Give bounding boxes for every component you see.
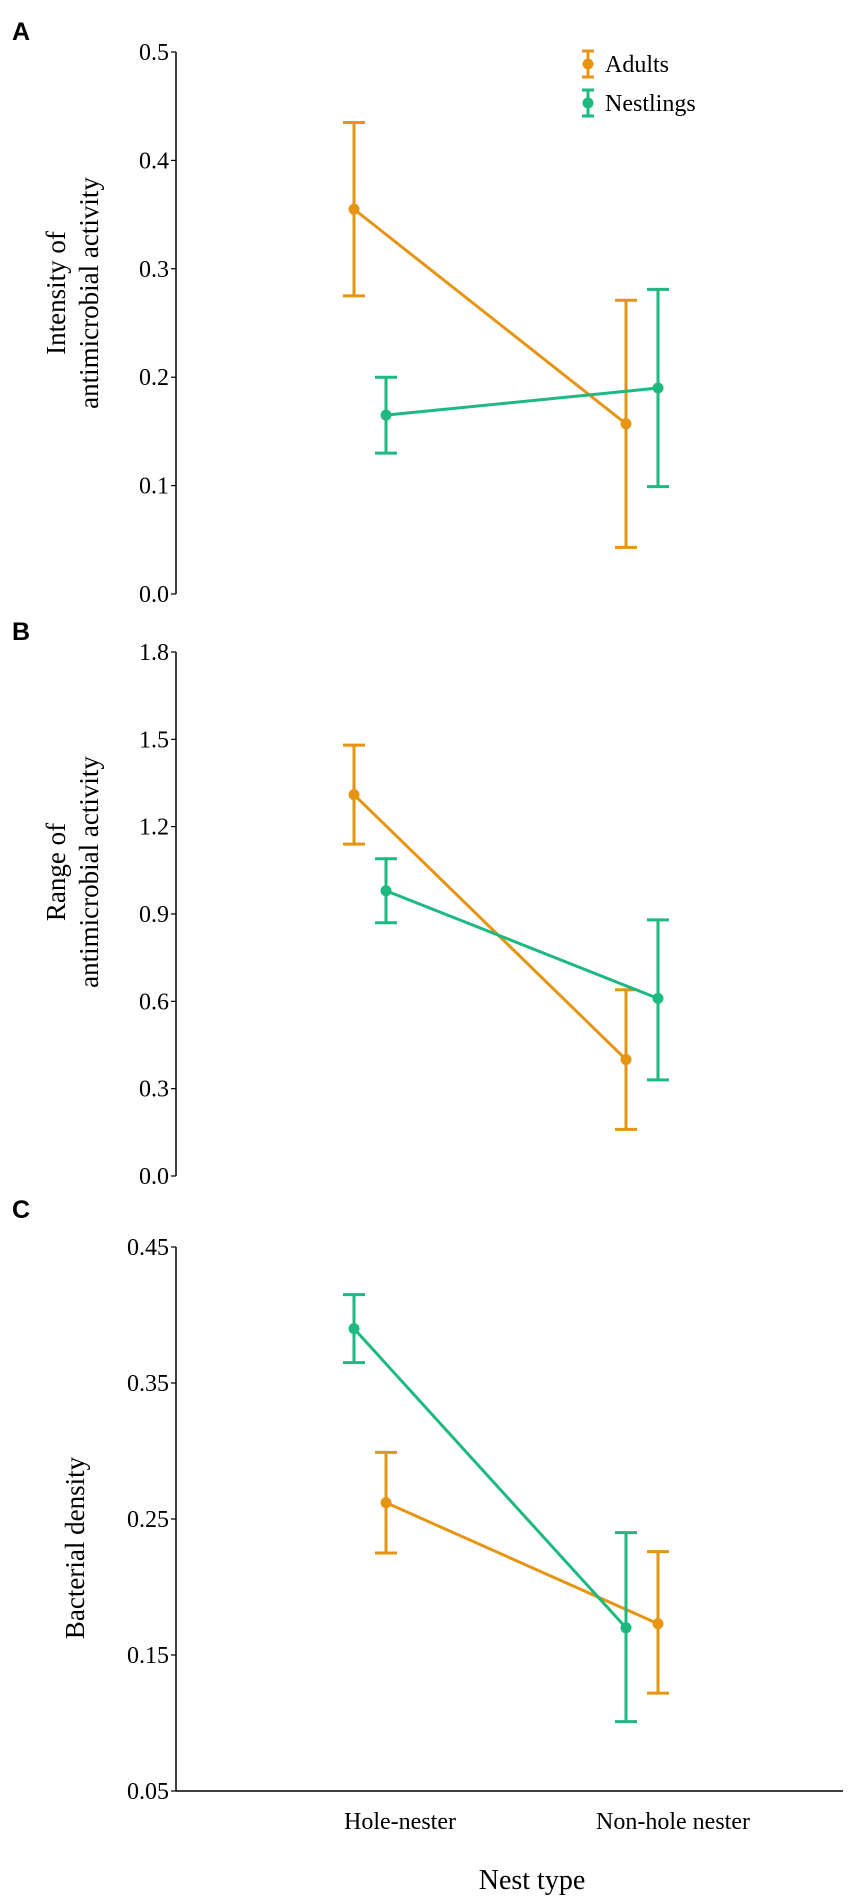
panel-a: A Intensity of antimicrobial activity 0.… <box>12 18 669 608</box>
legend-item-nestlings: Nestlings <box>582 88 696 118</box>
panel-b-y-tick-label: 0.9 <box>139 902 169 928</box>
legend: Adults Nestlings <box>582 49 696 118</box>
panel-a-y-tick-label: 0.1 <box>139 474 169 500</box>
panel-c-y-tick-label: 0.25 <box>127 1507 169 1533</box>
panel-b-nestlings-point-hole-nester <box>380 885 392 897</box>
panel-b-adults-line <box>352 793 628 1061</box>
panel-a-nestlings-point-hole-nester <box>380 409 392 421</box>
panel-a-nestlings-point-non-hole-nester <box>652 382 664 394</box>
panel-b-ylabel-line-2: antimicrobial activity <box>74 756 104 988</box>
panel-a-y-tick-label: 0.0 <box>139 582 169 608</box>
panel-c-y-axis: 0.05 0.15 0.25 0.35 0.45 <box>127 1235 177 1805</box>
panel-c: C Bacterial density 0.05 0.15 0.25 0.35 0.45… <box>12 1196 843 1896</box>
panel-c-y-tick-label: 0.05 <box>127 1779 169 1805</box>
panel-c-ylabel: Bacterial density <box>60 1456 90 1639</box>
panel-a-y-tick-label: 0.2 <box>139 365 169 391</box>
panel-b-series-adults <box>343 743 637 1131</box>
panel-a-y-tick-label: 0.4 <box>139 148 169 174</box>
panel-b-y-tick-label: 1.5 <box>139 727 169 753</box>
panel-c-letter: C <box>12 1196 30 1224</box>
legend-swatch-adults <box>582 49 594 79</box>
panel-b-ylabel: Range of antimicrobial activity <box>41 756 104 988</box>
panel-b-marks <box>343 743 669 1131</box>
panel-b: B Range of antimicrobial activity 0.0 0.3… <box>12 618 669 1190</box>
panel-b-y-axis: 0.0 0.3 0.6 0.9 1.2 1.5 1.8 <box>139 640 177 1190</box>
legend-swatch-dot <box>582 97 594 109</box>
panel-c-y-tick-label: 0.35 <box>127 1371 169 1397</box>
panel-a-series-nestlings <box>375 287 669 489</box>
panel-b-y-tick-label: 0.6 <box>139 989 169 1015</box>
panel-a-ylabel-line-1: Intensity of <box>41 231 71 355</box>
panel-c-adults-point-non-hole-nester <box>652 1618 664 1630</box>
panel-c-nestlings-line <box>352 1327 628 1629</box>
panel-b-y-tick-label: 0.3 <box>139 1077 169 1103</box>
panel-a-adults-point-non-hole-nester <box>620 418 632 430</box>
x-tick-label-non-hole-nester: Non-hole nester <box>596 1809 750 1835</box>
panel-a-adults-point-hole-nester <box>348 203 360 215</box>
panel-c-adults-line <box>385 1501 659 1626</box>
legend-swatch-dot <box>582 58 594 70</box>
panel-a-ylabel: Intensity of antimicrobial activity <box>41 177 104 409</box>
panel-a-letter: A <box>12 18 30 46</box>
panel-b-series-nestlings <box>375 857 669 1082</box>
panel-b-letter: B <box>12 618 30 646</box>
panel-b-y-tick-label: 1.8 <box>139 640 169 666</box>
panel-a-series-adults <box>343 120 637 549</box>
panel-a-y-tick-label: 0.5 <box>139 40 169 66</box>
panel-b-nestlings-point-non-hole-nester <box>652 992 664 1004</box>
panel-c-x-axis: Hole-nester Non-hole nester <box>176 1790 843 1835</box>
panel-a-marks <box>343 120 669 549</box>
x-tick-label-hole-nester: Hole-nester <box>344 1809 456 1835</box>
panel-c-nestlings-point-hole-nester <box>348 1323 360 1335</box>
panel-b-y-tick-label: 1.2 <box>139 815 169 841</box>
panel-c-series-nestlings <box>343 1293 637 1724</box>
legend-label-nestlings: Nestlings <box>605 91 696 117</box>
legend-swatch-nestlings <box>582 88 594 118</box>
panel-c-marks <box>343 1293 669 1724</box>
panel-b-y-tick-label: 0.0 <box>139 1164 169 1190</box>
panel-a-y-axis: 0.0 0.1 0.2 0.3 0.4 0.5 <box>139 40 177 608</box>
panel-a-nestlings-line <box>385 386 659 417</box>
panel-c-ylabel-line-1: Bacterial density <box>60 1456 90 1639</box>
panel-c-y-tick-label: 0.45 <box>127 1235 169 1261</box>
panel-c-adults-point-hole-nester <box>380 1497 392 1509</box>
panel-b-adults-point-hole-nester <box>348 789 360 801</box>
panel-a-y-tick-label: 0.3 <box>139 257 169 283</box>
x-axis-label: Nest type <box>479 1865 586 1896</box>
panel-a-adults-line <box>353 208 627 425</box>
panel-b-nestlings-line <box>385 889 659 1000</box>
panel-b-adults-point-non-hole-nester <box>620 1054 632 1066</box>
panel-a-ylabel-line-2: antimicrobial activity <box>74 177 104 409</box>
panel-c-y-tick-label: 0.15 <box>127 1643 169 1669</box>
panel-b-ylabel-line-1: Range of <box>41 823 71 921</box>
panel-c-nestlings-point-non-hole-nester <box>620 1622 632 1634</box>
panel-c-series-adults <box>375 1450 669 1695</box>
legend-item-adults: Adults <box>582 49 669 79</box>
legend-label-adults: Adults <box>605 52 669 78</box>
